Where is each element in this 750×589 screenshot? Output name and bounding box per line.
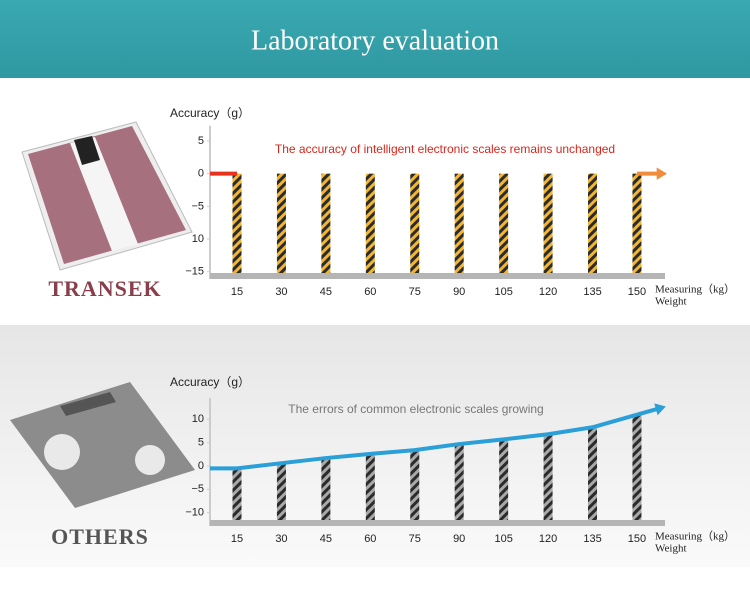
x-tick-label: 75 (409, 286, 421, 298)
bar (410, 450, 420, 520)
bar (232, 468, 242, 520)
axis-label: Accuracy（g） (170, 375, 250, 389)
bar (232, 173, 242, 273)
x-tick-label: 120 (539, 533, 557, 545)
x-tick-label: 150 (628, 533, 646, 545)
y-tick-label: 5 (198, 437, 204, 449)
x-tick-label: 30 (275, 286, 287, 298)
bar (499, 439, 509, 520)
annotation: The accuracy of intelligent electronic s… (275, 142, 615, 156)
bar (543, 434, 553, 520)
y-tick-label: −5 (191, 483, 204, 495)
bar (454, 173, 464, 273)
x-tick-label: 15 (231, 533, 243, 545)
x-tick-label: 105 (494, 286, 512, 298)
x-tick-label: 135 (583, 286, 601, 298)
x-tick-label: 45 (320, 286, 332, 298)
x-tick-label: 75 (409, 533, 421, 545)
line-extension (636, 406, 659, 417)
bar (543, 173, 553, 273)
axis-label: Accuracy（g） (170, 106, 250, 120)
y-tick-label: 10 (192, 413, 204, 425)
bar (588, 173, 598, 273)
brand: TRANSEK (48, 276, 161, 301)
x-tick-label: 15 (231, 286, 243, 298)
axis-label: Weight (655, 296, 687, 308)
bar (276, 463, 286, 520)
bar (410, 173, 420, 273)
x-tick-label: 150 (628, 286, 646, 298)
axis-label: Measuring（kg） (655, 283, 735, 296)
product-image (10, 382, 195, 508)
bar (365, 173, 375, 273)
bar (321, 173, 331, 273)
product-image (21, 121, 193, 271)
y-tick-label: −15 (185, 266, 204, 278)
x-tick-label: 30 (275, 533, 287, 545)
y-tick-label: 0 (198, 460, 204, 472)
x-axis (210, 273, 665, 279)
x-tick-label: 45 (320, 533, 332, 545)
bar (365, 453, 375, 520)
bar (499, 173, 509, 273)
bar (454, 444, 464, 520)
axis-label: Measuring（kg） (655, 530, 735, 543)
y-tick-label: −10 (185, 507, 204, 519)
x-tick-label: 105 (494, 533, 512, 545)
bar (276, 173, 286, 273)
bar (588, 427, 598, 520)
x-tick-label: 60 (364, 286, 376, 298)
line (236, 412, 638, 471)
y-tick-label: 5 (198, 135, 204, 147)
y-tick-label: 0 (198, 168, 204, 180)
x-tick-label: 60 (364, 533, 376, 545)
bar (321, 458, 331, 520)
x-tick-label: 90 (453, 286, 465, 298)
arrowhead (654, 403, 666, 416)
x-tick-label: 120 (539, 286, 557, 298)
y-tick-label: −5 (191, 200, 204, 212)
header-band (0, 0, 750, 78)
x-tick-label: 90 (453, 533, 465, 545)
x-axis (210, 520, 665, 526)
axis-label: Weight (655, 543, 687, 555)
brand: OTHERS (51, 524, 149, 549)
bar (632, 173, 642, 273)
header-title: Laboratory evaluation (251, 25, 499, 56)
x-tick-label: 135 (583, 533, 601, 545)
y-tick-label: 10 (192, 233, 204, 245)
bar (632, 414, 642, 520)
arrowhead (656, 167, 667, 180)
annotation: The errors of common electronic scales g… (288, 402, 543, 416)
